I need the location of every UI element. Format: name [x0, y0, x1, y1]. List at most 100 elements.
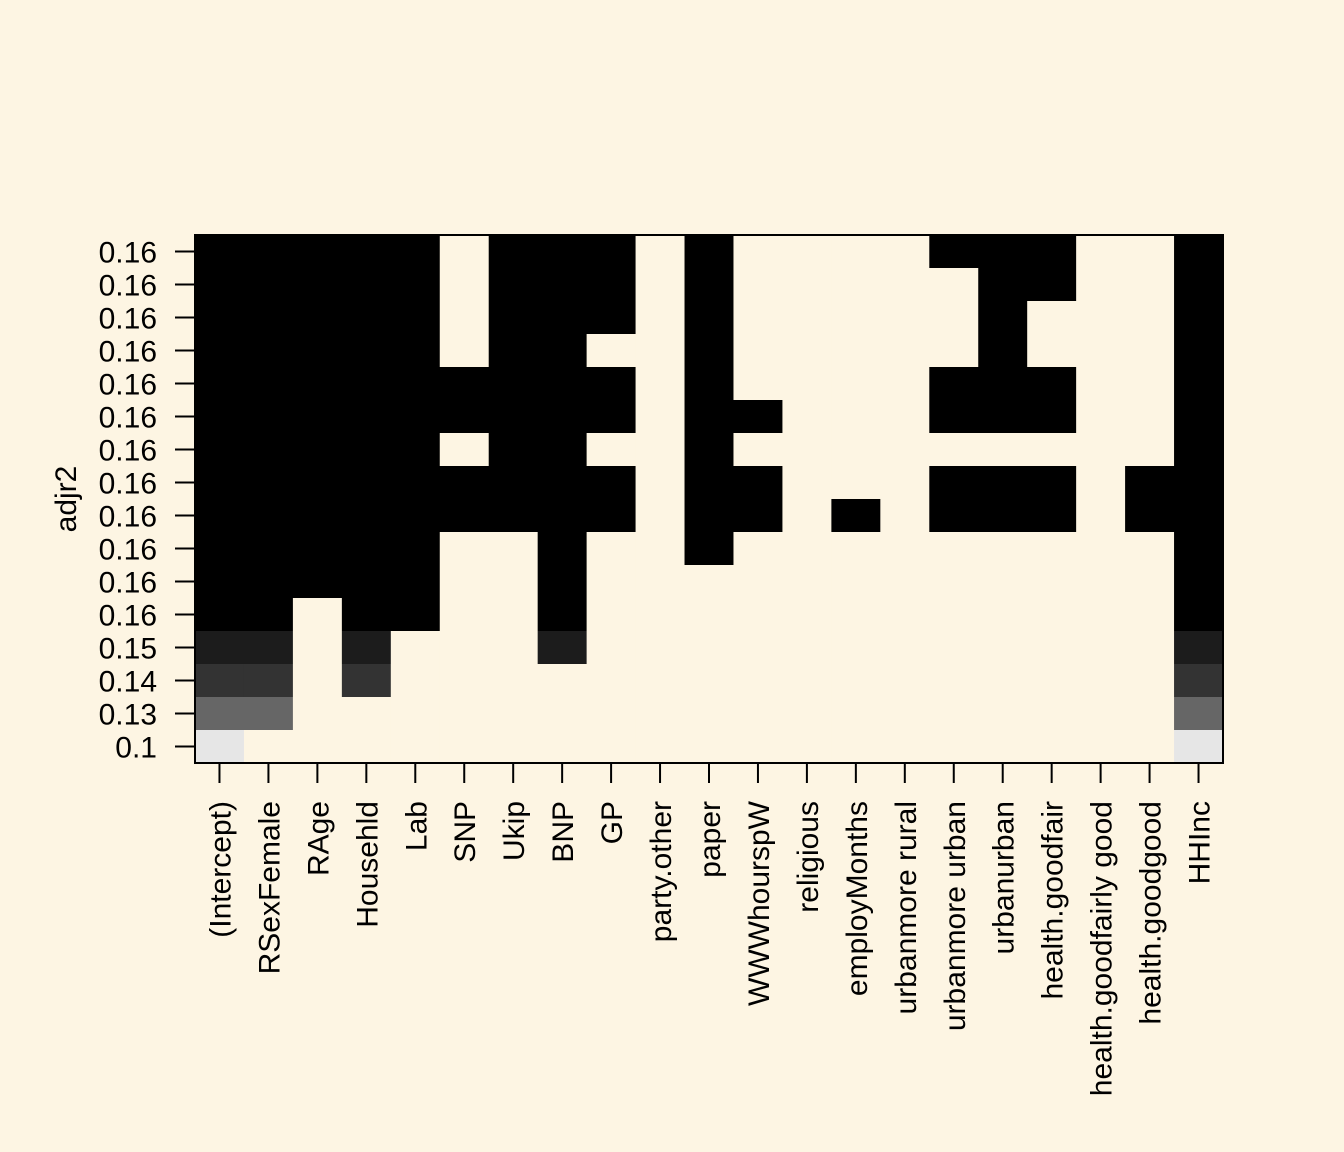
- heatmap-cell: [978, 730, 1028, 764]
- heatmap-cell: [733, 631, 784, 665]
- heatmap-cell: [635, 598, 686, 632]
- heatmap-cell: [1174, 664, 1224, 698]
- heatmap-cell: [195, 367, 245, 401]
- heatmap-cell: [243, 730, 294, 764]
- heatmap-cell: [586, 268, 637, 302]
- heatmap-cell: [1027, 664, 1077, 698]
- heatmap-cell: [831, 532, 881, 566]
- heatmap-cell: [341, 400, 392, 434]
- heatmap-cell: [586, 367, 637, 401]
- heatmap-cell: [341, 697, 392, 731]
- heatmap-cell: [684, 598, 735, 632]
- heatmap-cell: [390, 367, 441, 401]
- y-axis-label: adjr2: [50, 466, 83, 533]
- heatmap-cell: [733, 466, 784, 500]
- heatmap-cell: [537, 268, 588, 302]
- heatmap-cell: [243, 697, 294, 731]
- heatmap-cell: [831, 499, 881, 533]
- heatmap-cell: [537, 697, 588, 731]
- heatmap-cell: [733, 664, 784, 698]
- heatmap-cell: [1027, 235, 1077, 269]
- heatmap-cell: [195, 631, 245, 665]
- heatmap-cell: [1125, 499, 1175, 533]
- heatmap-cell: [390, 631, 441, 665]
- heatmap-cell: [488, 301, 539, 335]
- heatmap-cell: [195, 697, 245, 731]
- heatmap-cell: [782, 664, 832, 698]
- heatmap-cell: [488, 532, 539, 566]
- heatmap-cell: [635, 400, 686, 434]
- heatmap-cell: [684, 664, 735, 698]
- heatmap-cell: [586, 301, 637, 335]
- heatmap-cell: [684, 466, 735, 500]
- heatmap-cell: [1174, 565, 1224, 599]
- heatmap-cell: [1125, 532, 1175, 566]
- heatmap-cell: [292, 268, 343, 302]
- heatmap-cell: [195, 532, 245, 566]
- heatmap-cell: [243, 367, 294, 401]
- heatmap-cells: [195, 235, 1224, 764]
- x-tick-label: urbanmore rural: [890, 801, 923, 1014]
- heatmap-cell: [684, 433, 735, 467]
- heatmap-cell: [292, 499, 343, 533]
- heatmap-cell: [831, 598, 881, 632]
- heatmap-cell: [1125, 565, 1175, 599]
- heatmap-cell: [1125, 730, 1175, 764]
- heatmap-cell: [733, 730, 784, 764]
- y-tick-label: 0.16: [99, 336, 157, 369]
- y-tick-label: 0.16: [99, 534, 157, 567]
- heatmap-cell: [341, 367, 392, 401]
- heatmap-cell: [880, 301, 930, 335]
- heatmap-cell: [733, 697, 784, 731]
- heatmap-cell: [1174, 499, 1224, 533]
- x-tick-label: SNP: [449, 801, 482, 863]
- heatmap-cell: [1125, 334, 1175, 368]
- heatmap-cell: [1027, 301, 1077, 335]
- heatmap-cell: [488, 367, 539, 401]
- heatmap-cell: [1174, 730, 1224, 764]
- y-tick-label: 0.15: [99, 633, 157, 666]
- heatmap-cell: [1076, 631, 1126, 665]
- heatmap-cell: [292, 631, 343, 665]
- heatmap-cell: [292, 697, 343, 731]
- heatmap-cell: [390, 730, 441, 764]
- heatmap-cell: [880, 697, 930, 731]
- heatmap-cell: [292, 334, 343, 368]
- heatmap-cell: [782, 400, 832, 434]
- heatmap-cell: [488, 631, 539, 665]
- heatmap-cell: [978, 565, 1028, 599]
- heatmap-cell: [684, 532, 735, 566]
- heatmap-cell: [390, 697, 441, 731]
- y-tick-label: 0.16: [99, 501, 157, 534]
- heatmap-cell: [635, 433, 686, 467]
- heatmap-cell: [831, 268, 881, 302]
- heatmap-cell: [1174, 400, 1224, 434]
- heatmap-cell: [1076, 367, 1126, 401]
- heatmap-cell: [880, 598, 930, 632]
- y-tick-label: 0.16: [99, 270, 157, 303]
- heatmap-cell: [439, 433, 490, 467]
- heatmap-cell: [782, 433, 832, 467]
- heatmap-cell: [1125, 664, 1175, 698]
- heatmap-cell: [1027, 466, 1077, 500]
- x-tick-label: WWWhourspW: [743, 800, 776, 1006]
- heatmap-cell: [243, 499, 294, 533]
- heatmap-cell: [341, 598, 392, 632]
- x-tick-label: Ukip: [498, 801, 531, 861]
- heatmap-cell: [684, 334, 735, 368]
- heatmap-cell: [390, 466, 441, 500]
- x-tick-label: RAge: [302, 801, 335, 876]
- heatmap-cell: [537, 400, 588, 434]
- heatmap-cell: [684, 400, 735, 434]
- heatmap-cell: [831, 400, 881, 434]
- heatmap-cell: [537, 433, 588, 467]
- heatmap-cell: [733, 235, 784, 269]
- heatmap-cell: [880, 334, 930, 368]
- heatmap-cell: [1174, 301, 1224, 335]
- heatmap-cell: [390, 400, 441, 434]
- heatmap-cell: [488, 466, 539, 500]
- heatmap-cell: [195, 664, 245, 698]
- heatmap-cell: [488, 499, 539, 533]
- heatmap-cell: [537, 235, 588, 269]
- heatmap-cell: [439, 598, 490, 632]
